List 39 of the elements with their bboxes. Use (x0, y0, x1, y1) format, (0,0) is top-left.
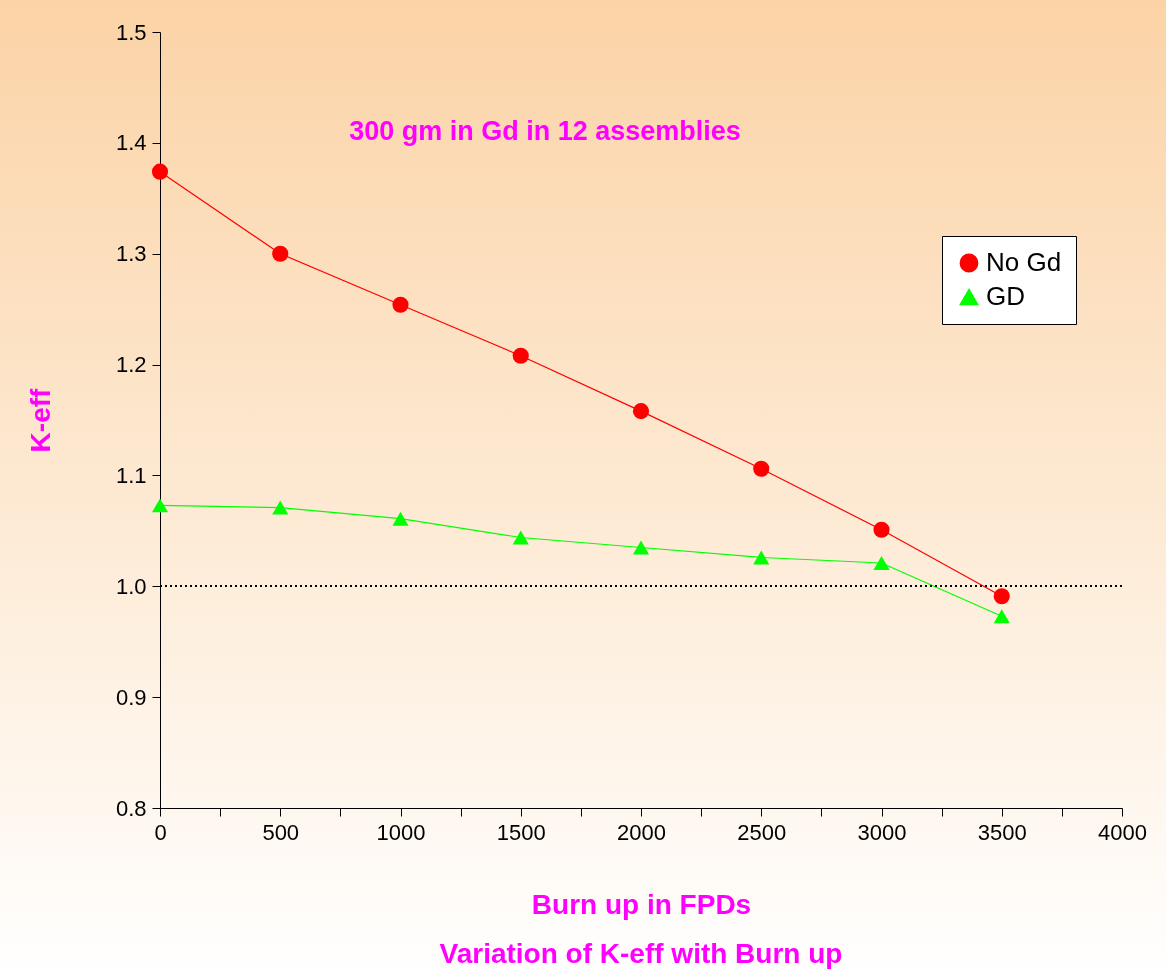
point (272, 245, 289, 262)
point (753, 460, 770, 477)
text: Variation of K-eff with Burn up (439, 938, 843, 969)
x-tick-label: 3500 (977, 819, 1027, 845)
point (392, 296, 409, 313)
point (873, 521, 890, 538)
point (392, 511, 409, 526)
point (632, 403, 650, 420)
y-tick-label: 0.8 (115, 795, 147, 821)
x-tick-label: 3000 (857, 819, 907, 845)
x-axis-title: Burn up in FPDs (531, 888, 752, 920)
x-tick-label: 2500 (737, 819, 787, 845)
y-tick-label: 1.1 (115, 462, 147, 488)
point (512, 530, 529, 545)
point (512, 347, 529, 364)
y-tick-label: 1.3 (115, 241, 147, 267)
point (993, 609, 1010, 624)
y-tick-label: 0.9 (115, 684, 147, 710)
point (272, 500, 289, 515)
y-tick-label: 1.2 (115, 352, 147, 378)
annotation: 300 gm in Gd in 12 assemblies (349, 116, 741, 146)
point (993, 588, 1010, 605)
point (753, 550, 770, 565)
point (873, 556, 890, 570)
point (632, 540, 650, 555)
y-tick-label: 1.0 (115, 573, 147, 599)
x-tick-label: 500 (262, 819, 300, 845)
y-tick-label: 1.4 (115, 130, 147, 156)
x-tick-label: 1500 (496, 819, 546, 845)
y-axis-title: K-eff (24, 387, 56, 453)
x-tick-label: 1000 (376, 819, 426, 845)
x-tick-label: 4000 (1098, 819, 1147, 845)
point (151, 163, 169, 180)
legend-label: No Gd (986, 247, 1062, 277)
x-tick-label: 2000 (617, 819, 666, 845)
x-tick-label: 0 (154, 819, 167, 845)
y-tick-label: 1.5 (115, 19, 147, 45)
legend-label: GD (986, 281, 1025, 311)
point (151, 498, 169, 513)
